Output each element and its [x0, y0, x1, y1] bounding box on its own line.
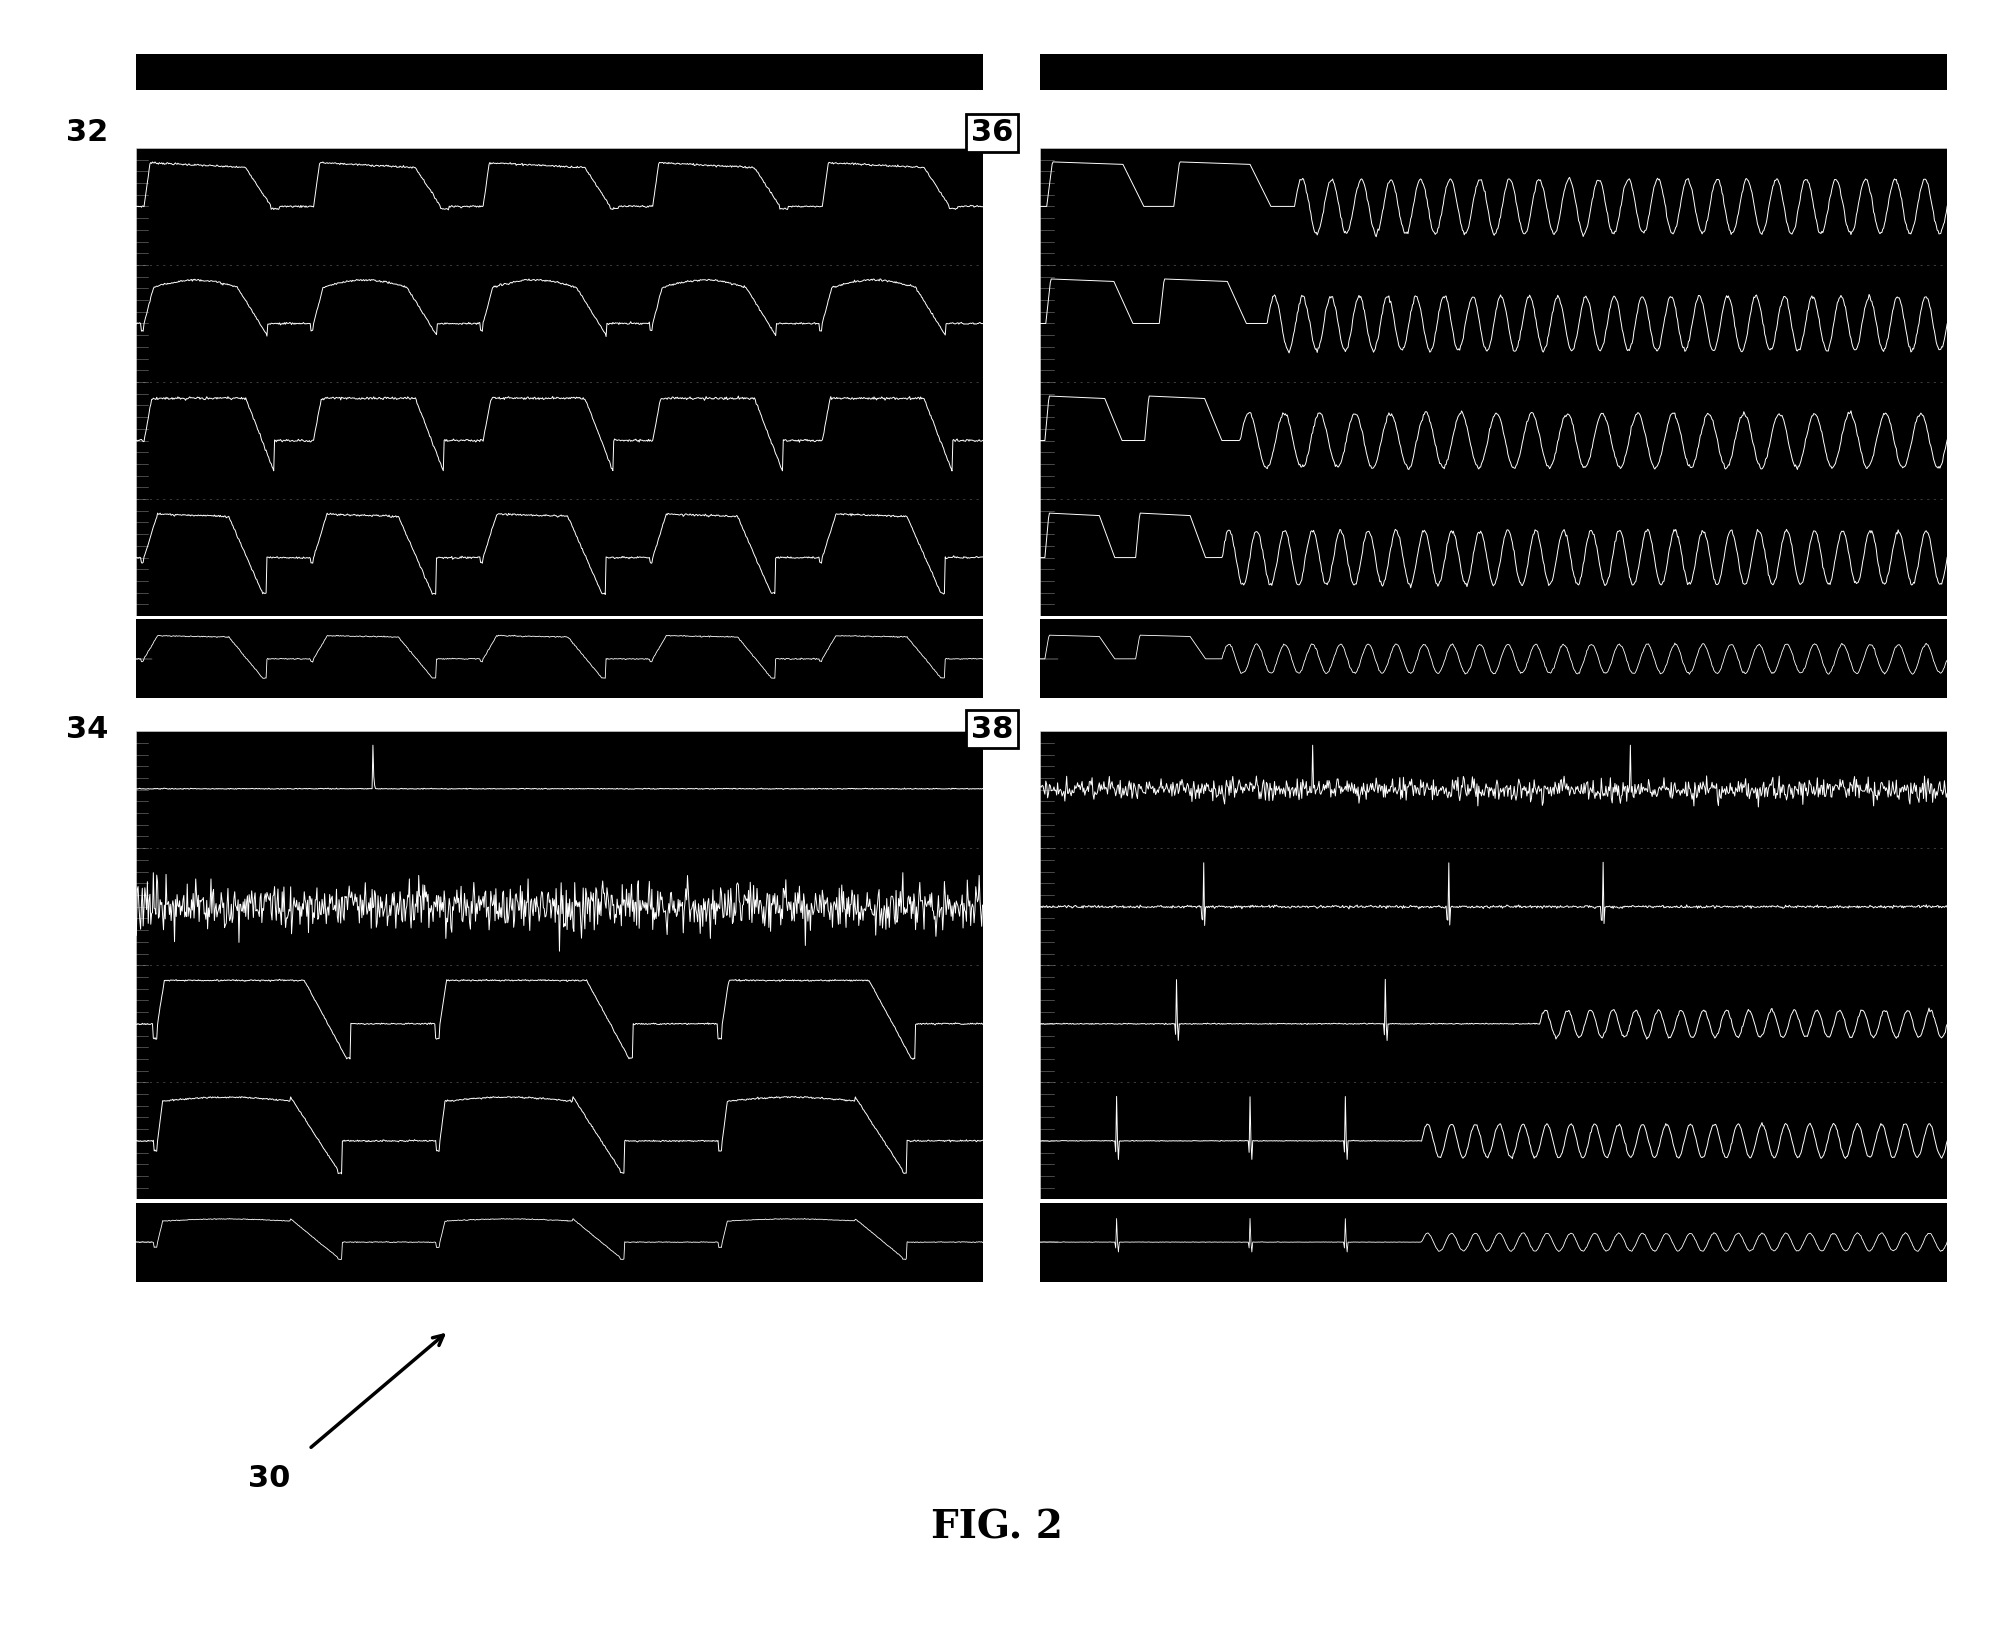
Text: FIG. 2: FIG. 2	[931, 1508, 1062, 1548]
Text: 30: 30	[247, 1464, 291, 1493]
Text: 34: 34	[66, 715, 108, 744]
Text: 36: 36	[971, 118, 1012, 148]
Text: 38: 38	[971, 715, 1012, 744]
Text: 32: 32	[66, 118, 108, 148]
